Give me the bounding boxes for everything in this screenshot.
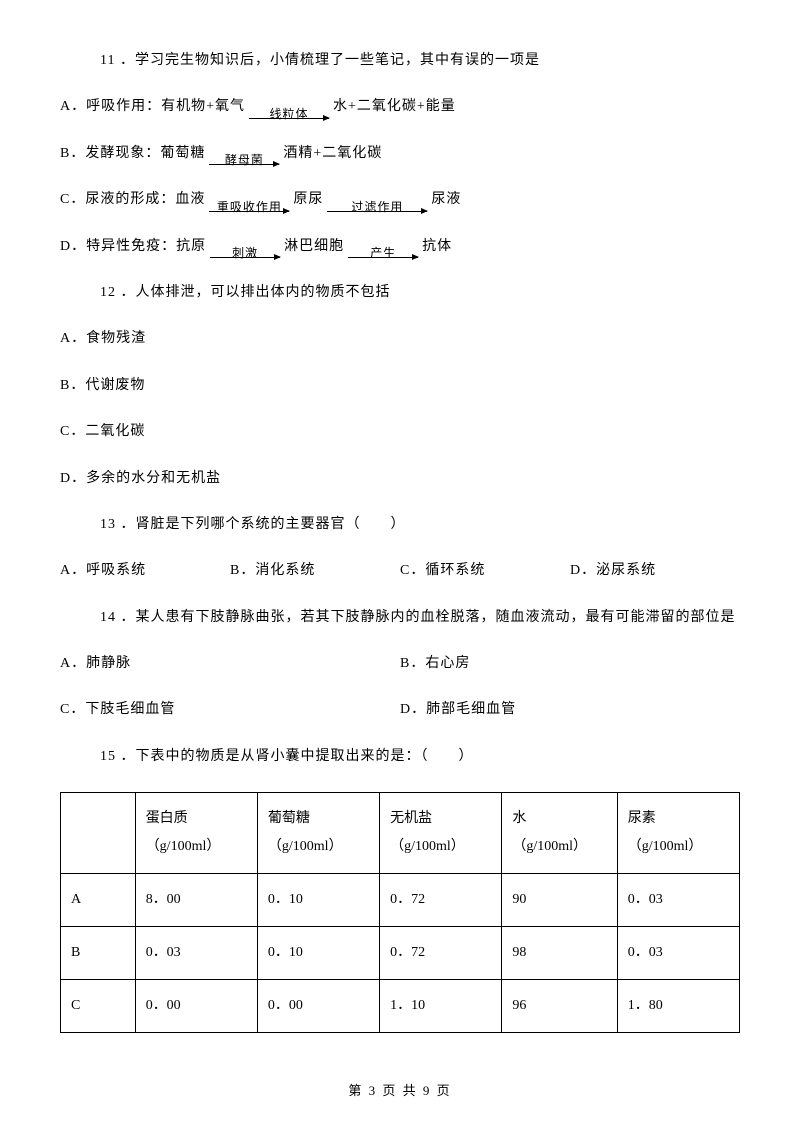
td: 0．72 [380,874,502,927]
td: 0．72 [380,927,502,980]
td: A [61,874,136,927]
q12-text: 12 ．人体排泄，可以排出体内的物质不包括 [100,282,740,304]
td: 0．03 [617,874,739,927]
q15-text: 15 ．下表中的物质是从肾小囊中提取出来的是：（ ） [100,746,740,768]
th: 无机盐（g/100ml） [380,793,502,874]
q13-optC: C．循环系统 [400,560,570,582]
td: 98 [502,927,617,980]
q14-options: A．肺静脉 B．右心房 C．下肢毛细血管 D．肺部毛细血管 [60,653,740,722]
table-row: C 0．00 0．00 1．10 96 1．80 [61,980,740,1033]
td: 96 [502,980,617,1033]
td: 0．00 [257,980,379,1033]
q11-optD: D．特异性免疫：抗原 刺激 淋巴细胞 产生 抗体 [60,236,740,258]
td: 8．00 [135,874,257,927]
q13-optD: D．泌尿系统 [570,560,740,582]
td: 1．80 [617,980,739,1033]
th: 水（g/100ml） [502,793,617,874]
td: 0．03 [135,927,257,980]
q11a-after: 水+二氧化碳+能量 [333,96,456,118]
q13-optA: A．呼吸系统 [60,560,230,582]
q11-optA: A．呼吸作用：有机物+氧气 线粒体 水+二氧化碳+能量 [60,96,740,118]
table-row: B 0．03 0．10 0．72 98 0．03 [61,927,740,980]
th-blank [61,793,136,874]
arrow-group: 产生 [348,247,418,258]
arrow-icon [209,211,289,212]
q12-optA: A．食物残渣 [60,328,740,350]
q14-optD: D．肺部毛细血管 [400,699,740,721]
table-header-row: 蛋白质（g/100ml） 葡萄糖（g/100ml） 无机盐（g/100ml） 水… [61,793,740,874]
q11d-mid: 淋巴细胞 [284,236,344,258]
q14-optC: C．下肢毛细血管 [60,699,400,721]
td: 0．10 [257,927,379,980]
q11a-prefix: A．呼吸作用：有机物+氧气 [60,96,245,118]
q11-optB: B．发酵现象：葡萄糖 酵母菌 酒精+二氧化碳 [60,143,740,165]
q14-text: 14 ．某人患有下肢静脉曲张，若其下肢静脉内的血栓脱落，随血液流动，最有可能滞留… [100,607,740,629]
table-row: A 8．00 0．10 0．72 90 0．03 [61,874,740,927]
q11-text: 11 ．学习完生物知识后，小倩梳理了一些笔记，其中有误的一项是 [100,50,740,72]
arrow-group: 刺激 [210,247,280,258]
arrow-icon [348,257,418,258]
arrow-icon [209,164,279,165]
q11c-prefix: C．尿液的形成：血液 [60,189,205,211]
q11c-mid: 原尿 [293,189,323,211]
q14-optA: A．肺静脉 [60,653,400,675]
th: 葡萄糖（g/100ml） [257,793,379,874]
td: 1．10 [380,980,502,1033]
q12-optB: B．代谢废物 [60,375,740,397]
q12-optD: D．多余的水分和无机盐 [60,468,740,490]
q11d-after: 抗体 [422,236,452,258]
td: C [61,980,136,1033]
q11d-prefix: D．特异性免疫：抗原 [60,236,206,258]
arrow-group: 过滤作用 [327,201,427,212]
td: 90 [502,874,617,927]
td: B [61,927,136,980]
td: 0．03 [617,927,739,980]
arrow-group: 酵母菌 [209,154,279,165]
q15-table: 蛋白质（g/100ml） 葡萄糖（g/100ml） 无机盐（g/100ml） 水… [60,792,740,1033]
q11b-after: 酒精+二氧化碳 [283,143,382,165]
page-footer: 第 3 页 共 9 页 [0,1081,800,1102]
q12-optC: C．二氧化碳 [60,421,740,443]
q14-optB: B．右心房 [400,653,740,675]
q13-optB: B．消化系统 [230,560,400,582]
q11b-prefix: B．发酵现象：葡萄糖 [60,143,205,165]
th: 蛋白质（g/100ml） [135,793,257,874]
q11c-after: 尿液 [431,189,461,211]
td: 0．10 [257,874,379,927]
arrow-icon [327,211,427,212]
q13-options: A．呼吸系统 B．消化系统 C．循环系统 D．泌尿系统 [60,560,740,582]
arrow-group: 线粒体 [249,108,329,119]
th: 尿素（g/100ml） [617,793,739,874]
arrow-icon [210,257,280,258]
q11-optC: C．尿液的形成：血液 重吸收作用 原尿 过滤作用 尿液 [60,189,740,211]
arrow-icon [249,118,329,119]
td: 0．00 [135,980,257,1033]
arrow-group: 重吸收作用 [209,201,289,212]
q13-text: 13 ．肾脏是下列哪个系统的主要器官（ ） [100,514,740,536]
